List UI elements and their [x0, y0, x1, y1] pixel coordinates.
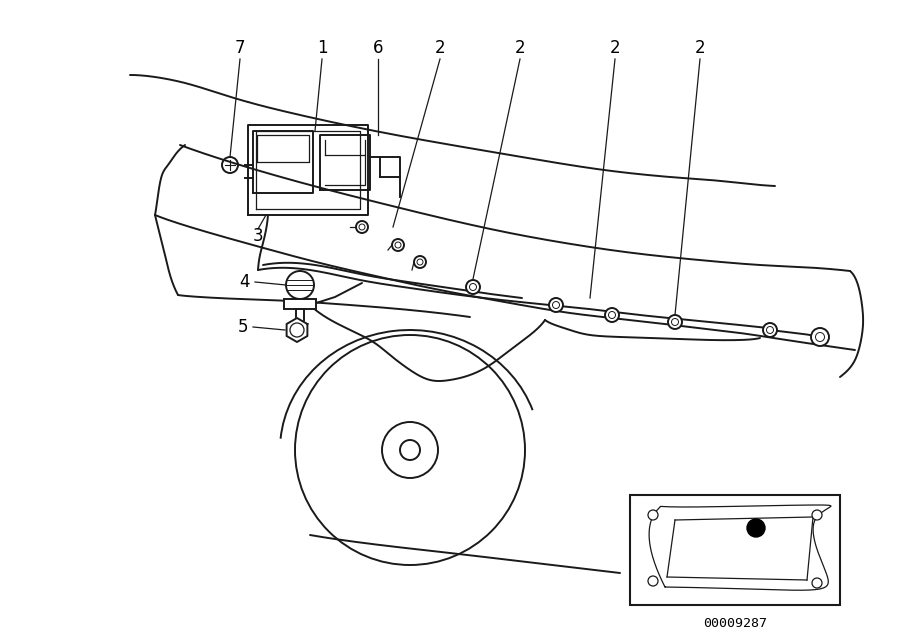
Circle shape — [811, 328, 829, 346]
Text: 1: 1 — [317, 39, 328, 57]
Polygon shape — [286, 318, 308, 342]
Circle shape — [648, 576, 658, 586]
Circle shape — [648, 510, 658, 520]
Circle shape — [549, 298, 563, 312]
Circle shape — [392, 239, 404, 251]
Circle shape — [747, 519, 765, 537]
Text: 5: 5 — [238, 318, 248, 336]
Bar — [630, 495, 840, 605]
Circle shape — [286, 271, 314, 299]
Text: 7: 7 — [235, 39, 245, 57]
Text: 3: 3 — [253, 227, 264, 245]
Circle shape — [414, 256, 426, 268]
Text: 6: 6 — [373, 39, 383, 57]
Text: 2: 2 — [515, 39, 526, 57]
Text: 2: 2 — [609, 39, 620, 57]
Circle shape — [466, 280, 480, 294]
Text: 2: 2 — [695, 39, 706, 57]
Circle shape — [812, 510, 822, 520]
Circle shape — [668, 315, 682, 329]
Text: 4: 4 — [239, 273, 250, 291]
Text: 00009287: 00009287 — [703, 617, 767, 630]
Circle shape — [812, 578, 822, 588]
Text: 2: 2 — [435, 39, 446, 57]
Circle shape — [763, 323, 777, 337]
Circle shape — [290, 323, 304, 337]
Circle shape — [356, 221, 368, 233]
Circle shape — [605, 308, 619, 322]
Bar — [284, 299, 316, 309]
